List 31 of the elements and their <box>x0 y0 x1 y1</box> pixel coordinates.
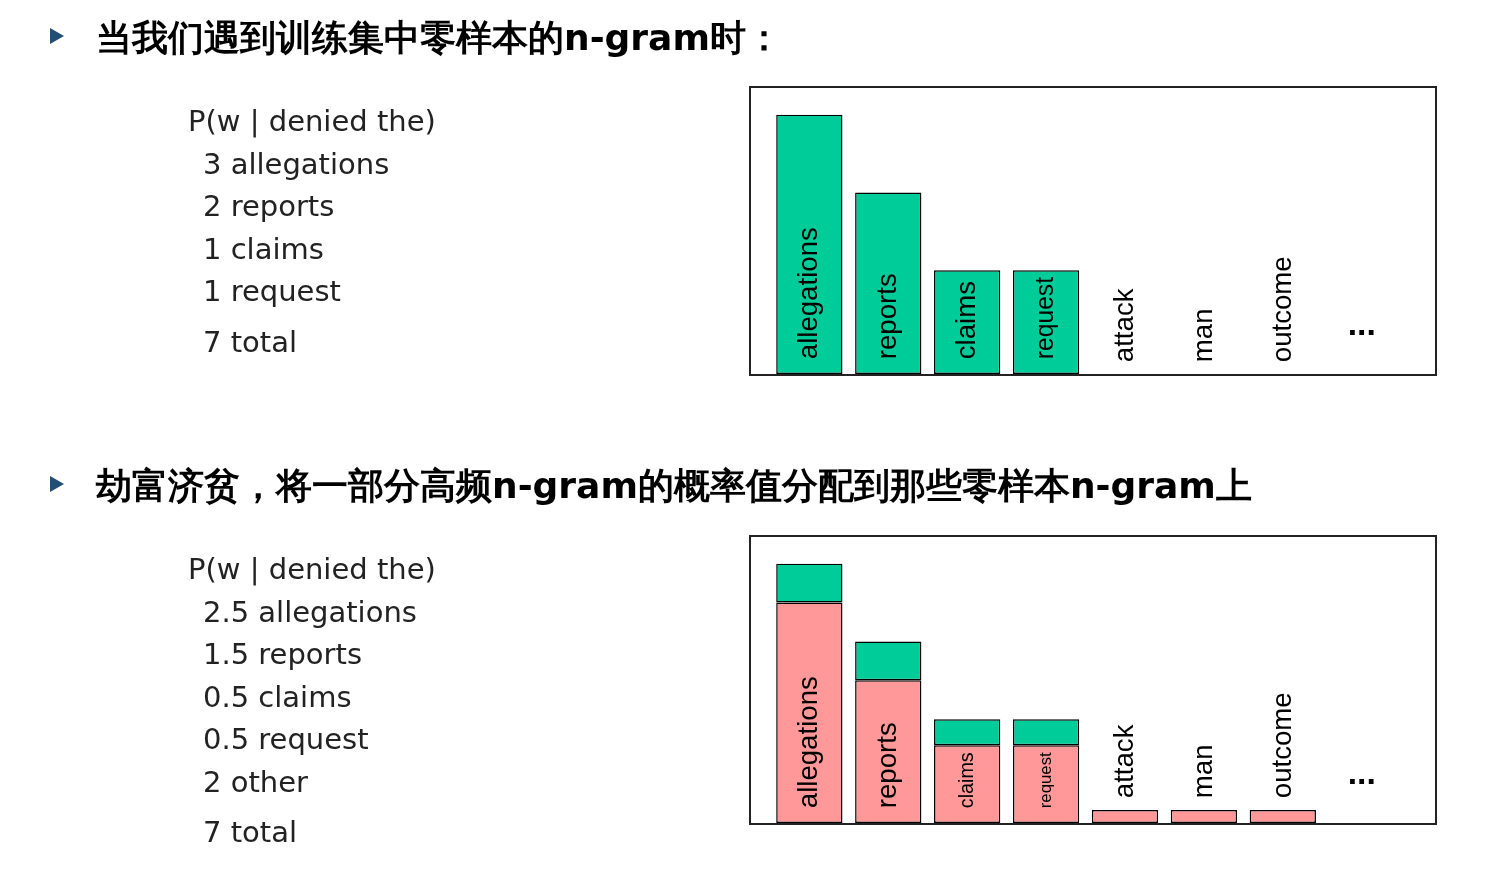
text: P(w | denied the) <box>188 103 436 140</box>
x-tick-label: request <box>1035 751 1055 809</box>
x-tick-label: ... <box>1347 753 1376 791</box>
text: 3 allegations <box>202 145 391 183</box>
x-tick-label: claims <box>949 280 981 360</box>
x-tick-label: outcome <box>1265 692 1297 799</box>
text: 0.5 claims <box>202 678 353 716</box>
text: 7 total <box>202 814 298 851</box>
x-tick-label: man <box>1186 308 1218 363</box>
text: 当我们遇到训练集中零样本的n-gram时： <box>96 16 782 60</box>
x-tick-label: attack <box>1107 288 1139 363</box>
text: P(w | denied the) <box>188 551 436 588</box>
text: 1 claims <box>202 230 325 268</box>
text: 0.5 request <box>202 721 370 758</box>
x-tick-label: ... <box>1347 304 1376 342</box>
text: 2 other <box>202 763 309 801</box>
x-tick-label: outcome <box>1265 256 1297 363</box>
text: 1.5 reports <box>202 636 364 673</box>
chart-title: 劫富济贫，将一部分高频n-gram的概率值分配到那些零样本n-gram上 <box>96 464 1252 508</box>
x-tick-label: reports <box>870 273 902 360</box>
text: 2.5 allegations <box>202 593 418 631</box>
text: 2 reports <box>202 188 336 225</box>
text: 7 total <box>202 323 298 361</box>
x-tick-label: attack <box>1107 724 1139 799</box>
x-tick-label: reports <box>870 722 902 809</box>
x-tick-label: claims <box>954 752 977 809</box>
x-tick-label: man <box>1186 744 1218 799</box>
x-tick-label: allegations <box>791 227 824 360</box>
x-tick-label: allegations <box>791 676 824 809</box>
text: 1 request <box>202 273 342 310</box>
x-tick-label: request <box>1030 276 1058 360</box>
